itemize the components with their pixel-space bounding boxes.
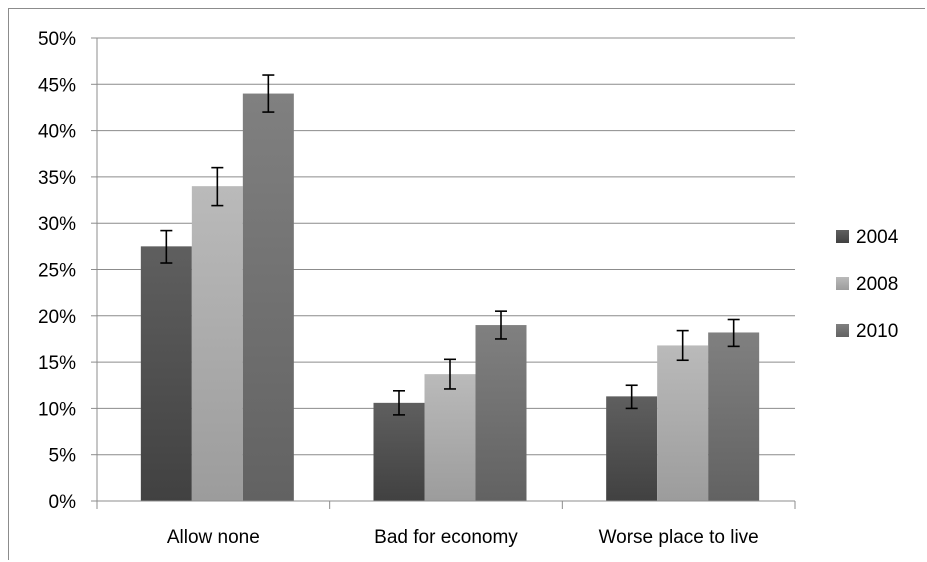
x-category-label: Allow none [167, 527, 260, 548]
bars [140, 93, 760, 501]
legend: 2004 2008 2010 [836, 227, 899, 342]
error-bar [211, 166, 224, 207]
y-tick-label: 25% [38, 261, 76, 282]
bar-2004-allow-none [140, 246, 192, 501]
legend-swatch [836, 230, 849, 243]
legend-swatch [836, 277, 849, 290]
error-bar [160, 229, 173, 264]
bar-2004-bad-for-economy [373, 402, 425, 501]
x-category-label: Bad for economy [374, 527, 518, 548]
y-tick-label: 45% [38, 75, 76, 96]
error-bars [160, 74, 740, 416]
bar-2010-worse-place-to-live [708, 332, 760, 501]
error-bar [676, 329, 689, 362]
axes [91, 37, 796, 509]
y-tick-label: 50% [38, 29, 76, 50]
y-tick-label: 5% [49, 446, 77, 467]
legend-swatch [836, 324, 849, 337]
y-tick-label: 30% [38, 214, 76, 235]
bar-2008-worse-place-to-live [657, 345, 709, 501]
bar-2010-allow-none [242, 93, 294, 501]
y-tick-label: 35% [38, 168, 76, 189]
error-bar [727, 318, 740, 348]
y-tick-label: 40% [38, 122, 76, 143]
legend-item: 2004 [836, 227, 899, 248]
legend-label: 2008 [856, 274, 898, 295]
y-axis-tick-labels: 0% 5% 10% 15% 20% 25% 30% 35% 40% 45% 50% [38, 29, 76, 513]
error-bar [495, 310, 507, 340]
error-bar [625, 384, 638, 410]
legend-label: 2004 [856, 227, 899, 248]
y-tick-label: 15% [38, 353, 76, 374]
y-tick-label: 10% [38, 399, 76, 420]
bar-2008-bad-for-economy [424, 374, 476, 501]
error-bar [444, 358, 456, 390]
legend-label: 2010 [856, 321, 898, 342]
bar-2008-allow-none [191, 186, 243, 501]
legend-item: 2008 [836, 274, 898, 295]
y-tick-label: 20% [38, 307, 76, 328]
error-bar [262, 74, 275, 113]
y-tick-label: 0% [49, 492, 77, 513]
x-axis-category-labels: Allow none Bad for economy Worse place to … [167, 527, 759, 548]
error-bar [393, 390, 405, 416]
bar-2010-bad-for-economy [475, 325, 527, 501]
x-category-label: Worse place to live [599, 527, 759, 548]
legend-item: 2010 [836, 321, 898, 342]
chart-frame [8, 8, 925, 560]
bar-2004-worse-place-to-live [606, 396, 658, 501]
